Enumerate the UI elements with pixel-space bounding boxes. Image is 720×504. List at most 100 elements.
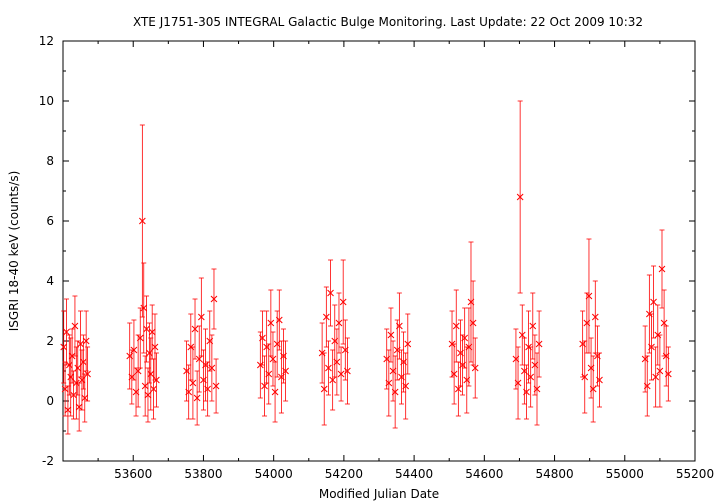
x-marker [658,265,666,273]
x-marker [138,217,146,225]
y-tick-label: 10 [39,94,54,108]
x-tick-label: 54400 [395,467,433,481]
x-marker [150,385,157,393]
x-marker [339,298,347,306]
data-point [341,319,349,381]
x-marker [60,343,68,351]
data-point [265,343,273,405]
data-point [275,289,283,351]
data-point [533,352,541,426]
data-point [63,298,70,366]
x-marker [153,376,160,384]
x-marker [144,391,152,399]
data-point [327,259,334,327]
x-marker [585,292,593,300]
x-marker [333,358,341,366]
x-marker [282,367,289,375]
x-marker [514,379,522,387]
x-marker [191,325,199,333]
data-point [195,325,203,393]
data-point [261,355,268,417]
data-point [337,346,345,402]
data-point [320,352,328,426]
x-marker [72,379,80,387]
x-marker [404,340,412,348]
data-point [82,310,90,372]
chart-title: XTE J1751-305 INTEGRAL Galactic Bulge Mo… [133,15,643,29]
x-marker [82,337,90,345]
data-point [596,352,603,408]
data-point [333,328,341,396]
x-marker [68,352,76,360]
x-marker [591,313,599,321]
x-marker [516,193,524,201]
x-tick-label: 54000 [255,467,293,481]
data-point [132,367,140,417]
data-point [339,259,347,345]
data-point [396,292,403,360]
x-axis: 53600 53800 54000 54200 54400 54600 54800 55000… [97,41,714,481]
x-marker [648,343,655,351]
x-marker [518,331,526,339]
data-point [469,280,477,366]
x-marker [535,340,543,348]
y-tick-label: 4 [46,274,54,288]
data-point [643,355,651,417]
x-marker [660,319,668,327]
x-marker [148,328,156,336]
data-point [191,298,199,360]
data-point [193,370,201,426]
x-marker [81,394,89,402]
data-point [134,334,142,408]
data-point [523,364,530,420]
data-point [387,307,395,363]
x-marker [402,382,410,390]
data-point [269,331,277,387]
data-point [322,286,330,348]
x-marker [344,367,351,375]
data-point [185,364,193,420]
x-marker [204,385,212,393]
data-point [148,304,156,360]
data-point [650,265,657,339]
x-marker [325,364,332,372]
x-marker [78,376,86,384]
x-marker [650,298,657,306]
x-marker [656,367,664,375]
x-marker [195,355,203,363]
data-point [75,382,83,432]
x-marker [335,319,343,327]
data-point [153,352,160,408]
data-point [391,355,399,429]
data-point [74,340,82,396]
data-point [81,373,89,423]
data-point [144,367,152,423]
x-marker [134,367,142,375]
data-point [652,346,660,408]
x-tick-label: 53600 [114,467,152,481]
x-marker [84,370,91,378]
x-marker [454,385,462,393]
data-point [335,292,343,354]
data-point [72,346,80,420]
data-point [461,307,469,369]
data-point [585,238,593,354]
x-marker [75,403,83,411]
x-tick-label: 55000 [606,467,644,481]
data-point [64,385,72,435]
data-point [664,346,672,402]
y-tick-label: -2 [42,454,54,468]
data-point [67,337,75,417]
x-marker [212,382,220,390]
x-marker [527,373,535,381]
x-marker [259,334,266,342]
data-point [516,100,524,294]
data-point [208,334,216,402]
x-marker [261,382,268,390]
x-marker [529,322,537,330]
data-point [402,352,410,420]
x-marker [197,313,205,321]
x-marker [387,331,395,339]
